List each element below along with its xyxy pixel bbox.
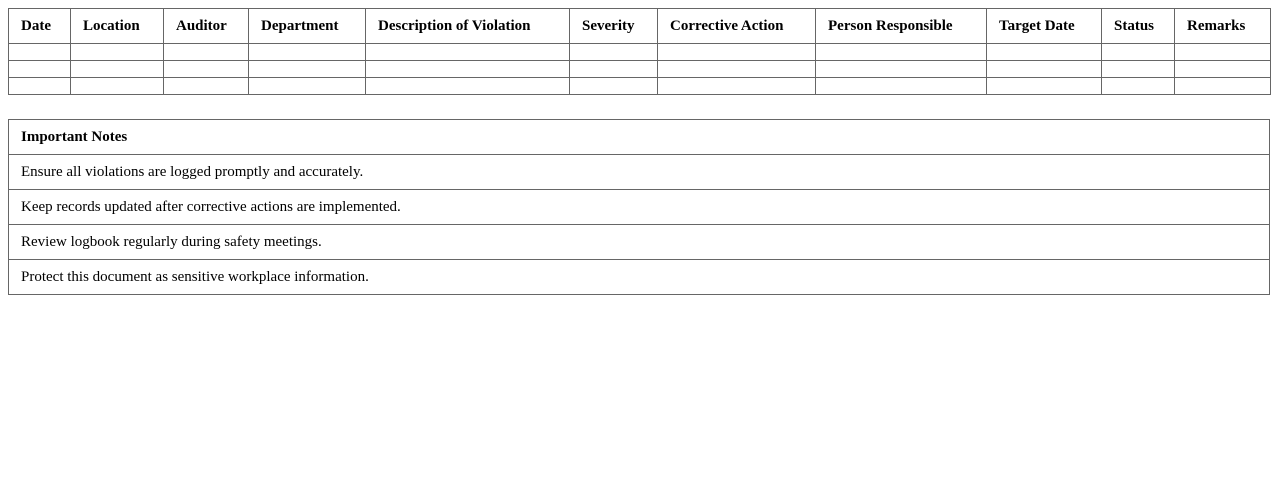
table-cell[interactable] bbox=[657, 43, 816, 61]
table-cell[interactable] bbox=[248, 77, 366, 95]
column-header: Description of Violation bbox=[365, 8, 570, 44]
table-row bbox=[8, 77, 1271, 95]
table-row bbox=[8, 60, 1271, 78]
table-cell[interactable] bbox=[1174, 43, 1271, 61]
table-cell[interactable] bbox=[163, 77, 249, 95]
column-header: Location bbox=[70, 8, 164, 44]
column-header: Status bbox=[1101, 8, 1175, 44]
header-row: Date Location Auditor Department Description… bbox=[8, 8, 1271, 44]
note-item: Review logbook regularly during safety m… bbox=[8, 224, 1270, 260]
column-header: Auditor bbox=[163, 8, 249, 44]
note-row: Ensure all violations are logged promptl… bbox=[8, 154, 1270, 190]
column-header: Corrective Action bbox=[657, 8, 816, 44]
note-row: Review logbook regularly during safety m… bbox=[8, 224, 1270, 260]
table-cell[interactable] bbox=[1174, 77, 1271, 95]
table-cell[interactable] bbox=[986, 77, 1102, 95]
table-cell[interactable] bbox=[365, 77, 570, 95]
table-cell[interactable] bbox=[657, 60, 816, 78]
notes-title: Important Notes bbox=[8, 119, 1270, 155]
table-cell[interactable] bbox=[569, 60, 658, 78]
table-cell[interactable] bbox=[1101, 77, 1175, 95]
table-cell[interactable] bbox=[248, 43, 366, 61]
table-cell[interactable] bbox=[365, 43, 570, 61]
note-item: Ensure all violations are logged promptl… bbox=[8, 154, 1270, 190]
table-row bbox=[8, 43, 1271, 61]
table-cell[interactable] bbox=[8, 77, 71, 95]
table-cell[interactable] bbox=[163, 43, 249, 61]
column-header: Target Date bbox=[986, 8, 1102, 44]
note-row: Keep records updated after corrective ac… bbox=[8, 189, 1270, 225]
table-cell[interactable] bbox=[986, 43, 1102, 61]
table-cell[interactable] bbox=[70, 77, 164, 95]
table-cell[interactable] bbox=[1101, 43, 1175, 61]
table-cell[interactable] bbox=[657, 77, 816, 95]
column-header: Date bbox=[8, 8, 71, 44]
table-cell[interactable] bbox=[8, 43, 71, 61]
column-header: Person Responsible bbox=[815, 8, 987, 44]
table-cell[interactable] bbox=[569, 43, 658, 61]
notes-header-row: Important Notes bbox=[8, 119, 1270, 155]
note-item: Protect this document as sensitive workp… bbox=[8, 259, 1270, 295]
column-header: Severity bbox=[569, 8, 658, 44]
table-cell[interactable] bbox=[815, 43, 987, 61]
table-cell[interactable] bbox=[1101, 60, 1175, 78]
table-cell[interactable] bbox=[1174, 60, 1271, 78]
table-cell[interactable] bbox=[8, 60, 71, 78]
important-notes-table: Important Notes Ensure all violations ar… bbox=[8, 119, 1270, 295]
column-header: Remarks bbox=[1174, 8, 1271, 44]
table-cell[interactable] bbox=[815, 60, 987, 78]
table-cell[interactable] bbox=[70, 43, 164, 61]
note-row: Protect this document as sensitive workp… bbox=[8, 259, 1270, 295]
note-item: Keep records updated after corrective ac… bbox=[8, 189, 1270, 225]
table-cell[interactable] bbox=[163, 60, 249, 78]
table-cell[interactable] bbox=[365, 60, 570, 78]
table-cell[interactable] bbox=[569, 77, 658, 95]
table-cell[interactable] bbox=[815, 77, 987, 95]
table-cell[interactable] bbox=[70, 60, 164, 78]
table-cell[interactable] bbox=[986, 60, 1102, 78]
table-cell[interactable] bbox=[248, 60, 366, 78]
column-header: Department bbox=[248, 8, 366, 44]
violation-log-table: Date Location Auditor Department Description… bbox=[8, 8, 1271, 95]
